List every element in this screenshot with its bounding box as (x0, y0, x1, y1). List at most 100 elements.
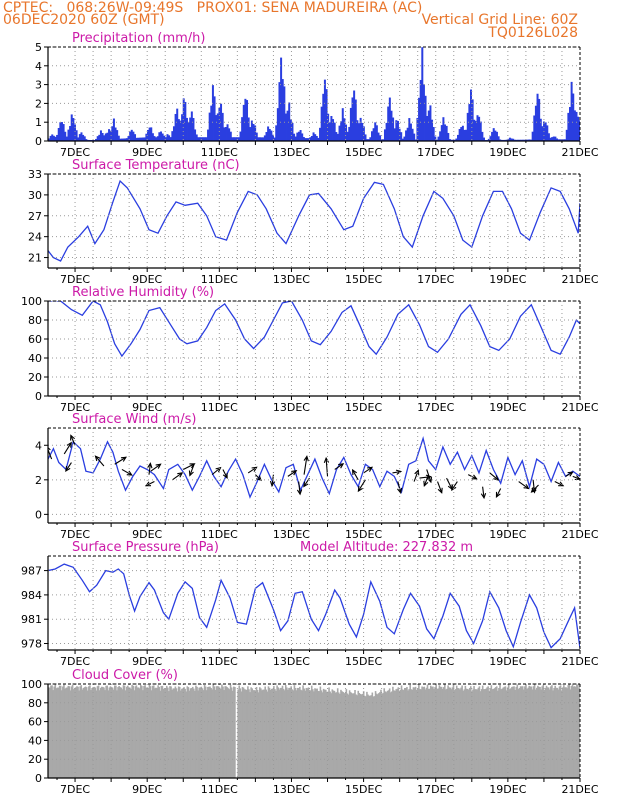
precip-bar (294, 136, 297, 141)
precip-bar (228, 128, 231, 141)
precip-bar (536, 93, 539, 141)
cloud-bar (49, 687, 51, 778)
precip-bar (239, 131, 242, 141)
cloud-bar (447, 685, 449, 778)
cloud-bar (215, 686, 218, 778)
cloud-bar (354, 689, 356, 778)
cloud-bar (318, 691, 321, 778)
cloud-bar (472, 689, 474, 778)
cloud-bar (399, 689, 402, 778)
precip-bar (403, 136, 406, 141)
wind-arrow-head (480, 493, 487, 500)
wind-arrow (296, 481, 303, 496)
cloud-bar (569, 689, 572, 778)
y-tick-label: 0 (35, 390, 42, 403)
precip-bar (390, 110, 393, 141)
wind-arrow-shaft (95, 455, 105, 467)
cloud-bar (487, 686, 489, 778)
cloud-bar (363, 695, 366, 778)
precip-bar (468, 104, 471, 141)
cloud-bar (488, 690, 490, 778)
model-code: TQ0126L028 (488, 25, 578, 41)
precip-bar (153, 136, 156, 141)
x-tick-label: 17DEC (417, 146, 454, 159)
cloud-bar (291, 689, 294, 778)
precip-bar (99, 130, 102, 141)
precip-bar (379, 135, 382, 141)
precip-bar (332, 119, 335, 141)
cloud-bar (225, 686, 228, 778)
precip-bar (317, 137, 320, 141)
precip-bar (577, 116, 580, 141)
cloud-bar (252, 690, 255, 778)
precip-bar (82, 134, 85, 141)
cloud-bar (362, 691, 365, 778)
cloud-bar (310, 685, 313, 778)
cloud-bar (91, 688, 93, 778)
wind-arrow-head (357, 485, 363, 493)
x-tick-label: 15DEC (345, 146, 382, 159)
x-tick-label: 19DEC (489, 655, 526, 668)
cloud-bar (211, 689, 213, 778)
cloud-bar (164, 688, 167, 778)
cloud-bar (402, 690, 405, 778)
cloud-bar (414, 686, 417, 778)
series-group (48, 47, 580, 141)
cloud-bar (132, 685, 134, 778)
cloud-bar (395, 689, 397, 778)
precip-bar (327, 113, 330, 141)
cloud-bar (535, 687, 538, 778)
precip-bar (544, 122, 547, 141)
cloud-bar (387, 690, 390, 778)
precip-bar (56, 134, 59, 141)
y-tick-label: 27 (28, 210, 42, 223)
cloud-bar (547, 687, 550, 778)
cloud-bar (468, 687, 471, 778)
cloud-bar (67, 685, 70, 778)
wind-arrow-head (222, 472, 228, 479)
wind-arrow-shaft (145, 481, 155, 487)
cloud-bar (484, 689, 486, 778)
wind-arrow-shaft (489, 472, 499, 481)
cloud-bar (378, 693, 380, 778)
wind-arrow-shaft (451, 481, 458, 491)
wind-arrow-head (155, 463, 162, 469)
precip-bar (187, 122, 190, 141)
precip-bar (166, 134, 169, 141)
cloud-bar (253, 690, 256, 778)
y-tick-label: 20 (28, 371, 42, 384)
cloud-bar (486, 687, 488, 778)
precip-bar (330, 116, 333, 141)
cloud-bar (276, 685, 278, 778)
cloud-bar (388, 688, 391, 778)
cloud-bar (323, 689, 326, 778)
wind-arrow-shaft (446, 477, 453, 490)
cloud-bar (543, 690, 546, 778)
precip-bar (444, 124, 447, 141)
wind-arrow-head (215, 466, 222, 473)
precip-bar (572, 93, 575, 141)
header-line-1: CPTEC: 068:26W-09:49S PROX01: SENA MADUR… (3, 0, 423, 16)
cloud-bar (182, 688, 184, 778)
cloud-bar (514, 689, 516, 778)
cloud-bar (69, 690, 72, 778)
cloud-bar (217, 686, 220, 778)
series-line (48, 301, 580, 358)
cloud-bar (321, 692, 324, 778)
cloud-bar (373, 696, 376, 778)
precip-bar (411, 128, 414, 141)
wind-arrow-shaft (392, 470, 401, 474)
wind-arrow-head (451, 484, 457, 491)
cloud-bar (533, 684, 536, 778)
cloud-bar (507, 684, 510, 778)
wind-arrow-shaft (482, 486, 485, 498)
precip-bar (556, 138, 559, 141)
wind-arrow (357, 479, 366, 493)
cloud-bar (418, 684, 420, 778)
cloud-bar (228, 689, 231, 778)
precip-bar (353, 90, 356, 141)
cloud-bar (332, 690, 335, 778)
cloud-bar (560, 690, 563, 778)
cloud-bar (485, 688, 487, 778)
cloud-bar (281, 685, 284, 778)
